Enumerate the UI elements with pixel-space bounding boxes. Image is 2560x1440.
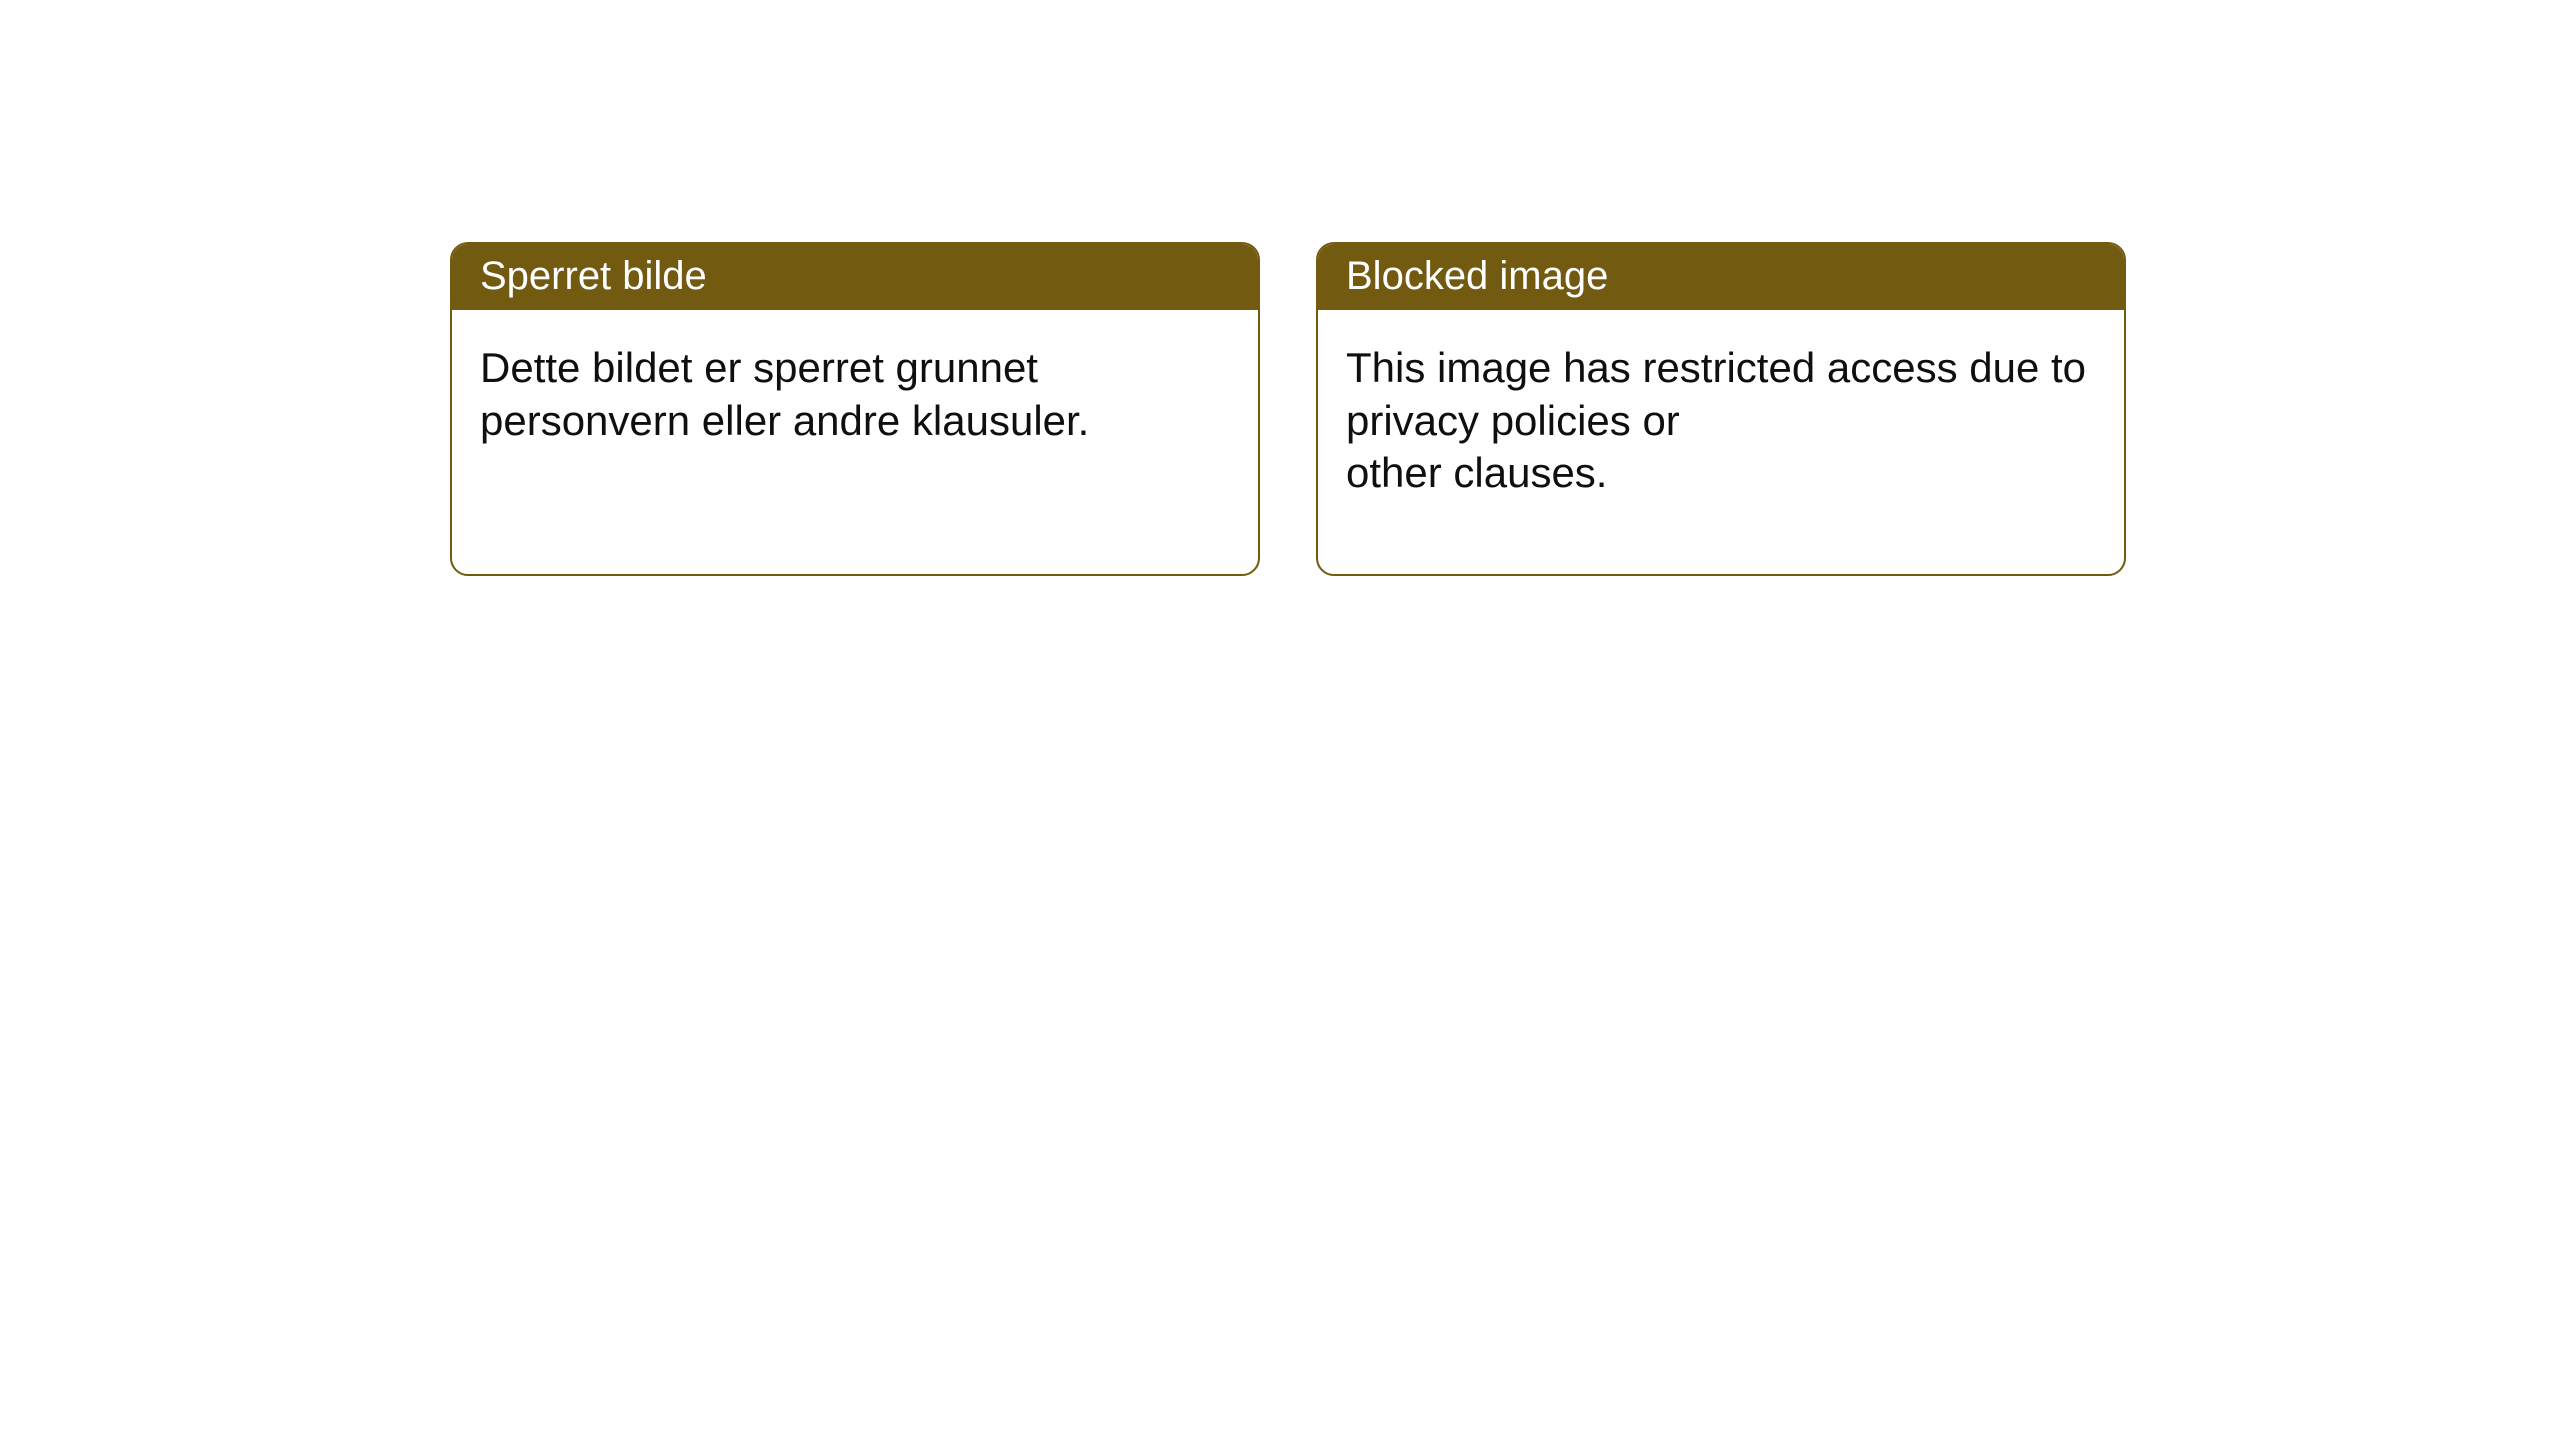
notice-card-norwegian: Sperret bilde Dette bildet er sperret gr…: [450, 242, 1260, 576]
notice-container: Sperret bilde Dette bildet er sperret gr…: [0, 0, 2560, 576]
notice-card-title: Sperret bilde: [452, 244, 1258, 310]
notice-card-body: This image has restricted access due to …: [1318, 310, 2124, 574]
notice-card-body: Dette bildet er sperret grunnet personve…: [452, 310, 1258, 574]
notice-card-title: Blocked image: [1318, 244, 2124, 310]
notice-card-english: Blocked image This image has restricted …: [1316, 242, 2126, 576]
